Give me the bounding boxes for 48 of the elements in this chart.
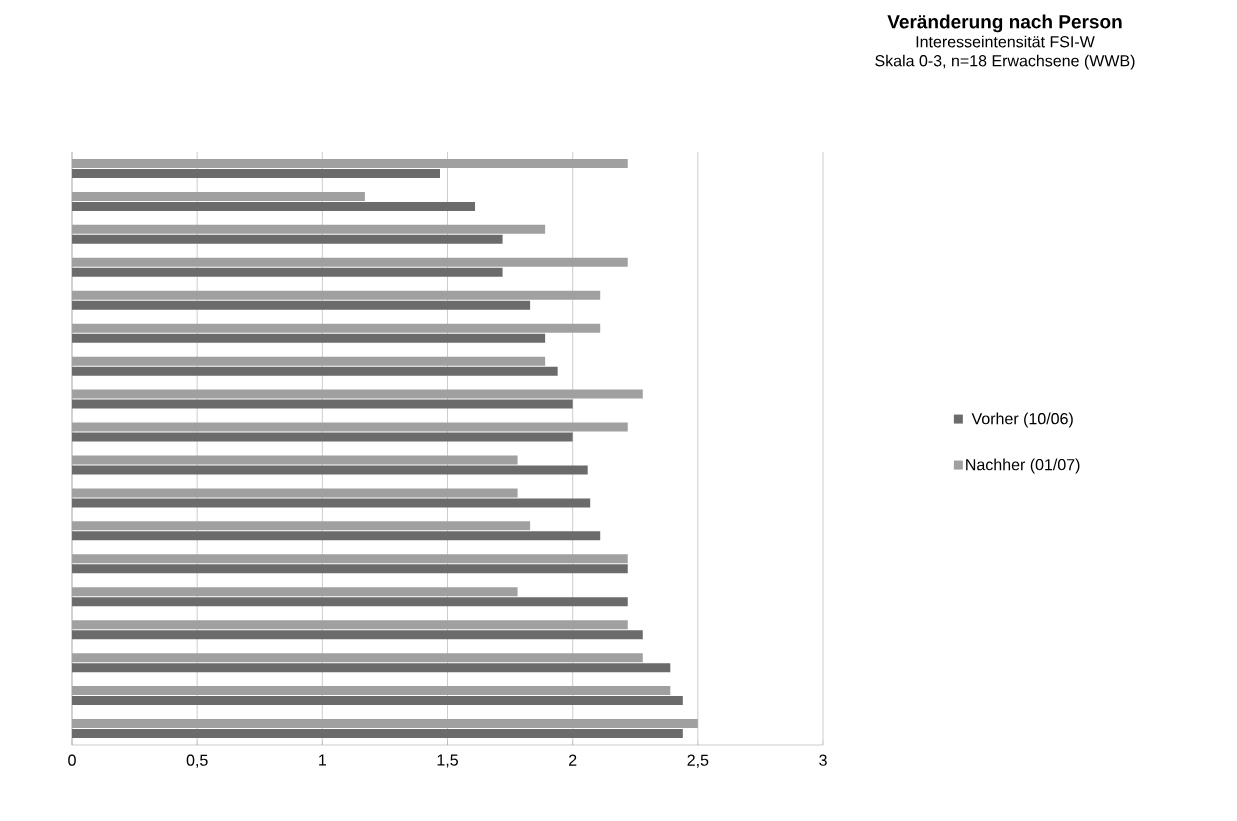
bar — [72, 597, 628, 607]
legend-label: Nachher (01/07) — [966, 458, 1080, 474]
bar — [72, 356, 546, 366]
bar — [72, 465, 588, 475]
bar — [72, 554, 628, 564]
bar — [72, 158, 628, 168]
bar — [72, 455, 518, 465]
bar — [72, 719, 698, 729]
text: Veränderung nach Person — [887, 14, 1122, 33]
bar — [72, 224, 546, 234]
bar — [72, 653, 643, 663]
bar — [72, 257, 628, 267]
bar — [72, 521, 531, 531]
bar — [72, 432, 573, 442]
bar — [72, 531, 601, 541]
x-tick-label: 2,5 — [687, 754, 709, 768]
bar — [72, 300, 531, 310]
bar — [72, 366, 558, 376]
bar — [72, 663, 671, 673]
bar — [72, 686, 671, 696]
bar — [72, 191, 365, 201]
bar — [72, 323, 601, 333]
x-tick-label: 0 — [68, 754, 76, 766]
bar — [72, 620, 628, 630]
bar — [72, 488, 518, 498]
bar — [72, 168, 440, 178]
bar — [72, 399, 573, 409]
bar — [72, 290, 601, 300]
bar — [72, 422, 628, 432]
text: Interesseintensität FSI-W — [916, 35, 1095, 48]
bar — [72, 234, 503, 244]
bar — [72, 696, 683, 706]
x-tick-label: 0,5 — [186, 754, 208, 768]
bar — [72, 333, 546, 343]
bar — [72, 267, 503, 277]
bar — [72, 564, 628, 574]
x-tick-label: 1 — [319, 754, 327, 766]
x-tick-label: 1,5 — [437, 754, 458, 768]
bar — [72, 201, 476, 211]
x-tick-label: 2 — [569, 754, 577, 766]
bar — [72, 587, 518, 597]
bar — [72, 729, 683, 739]
legend-label: Vorher (10/06) — [971, 412, 1073, 428]
bar — [72, 498, 591, 508]
bar — [72, 630, 643, 640]
text: Skala 0-3, n=18 Erwachsene (WWB) — [875, 54, 1135, 70]
x-tick-label: 3 — [819, 754, 827, 766]
bar — [72, 389, 643, 399]
